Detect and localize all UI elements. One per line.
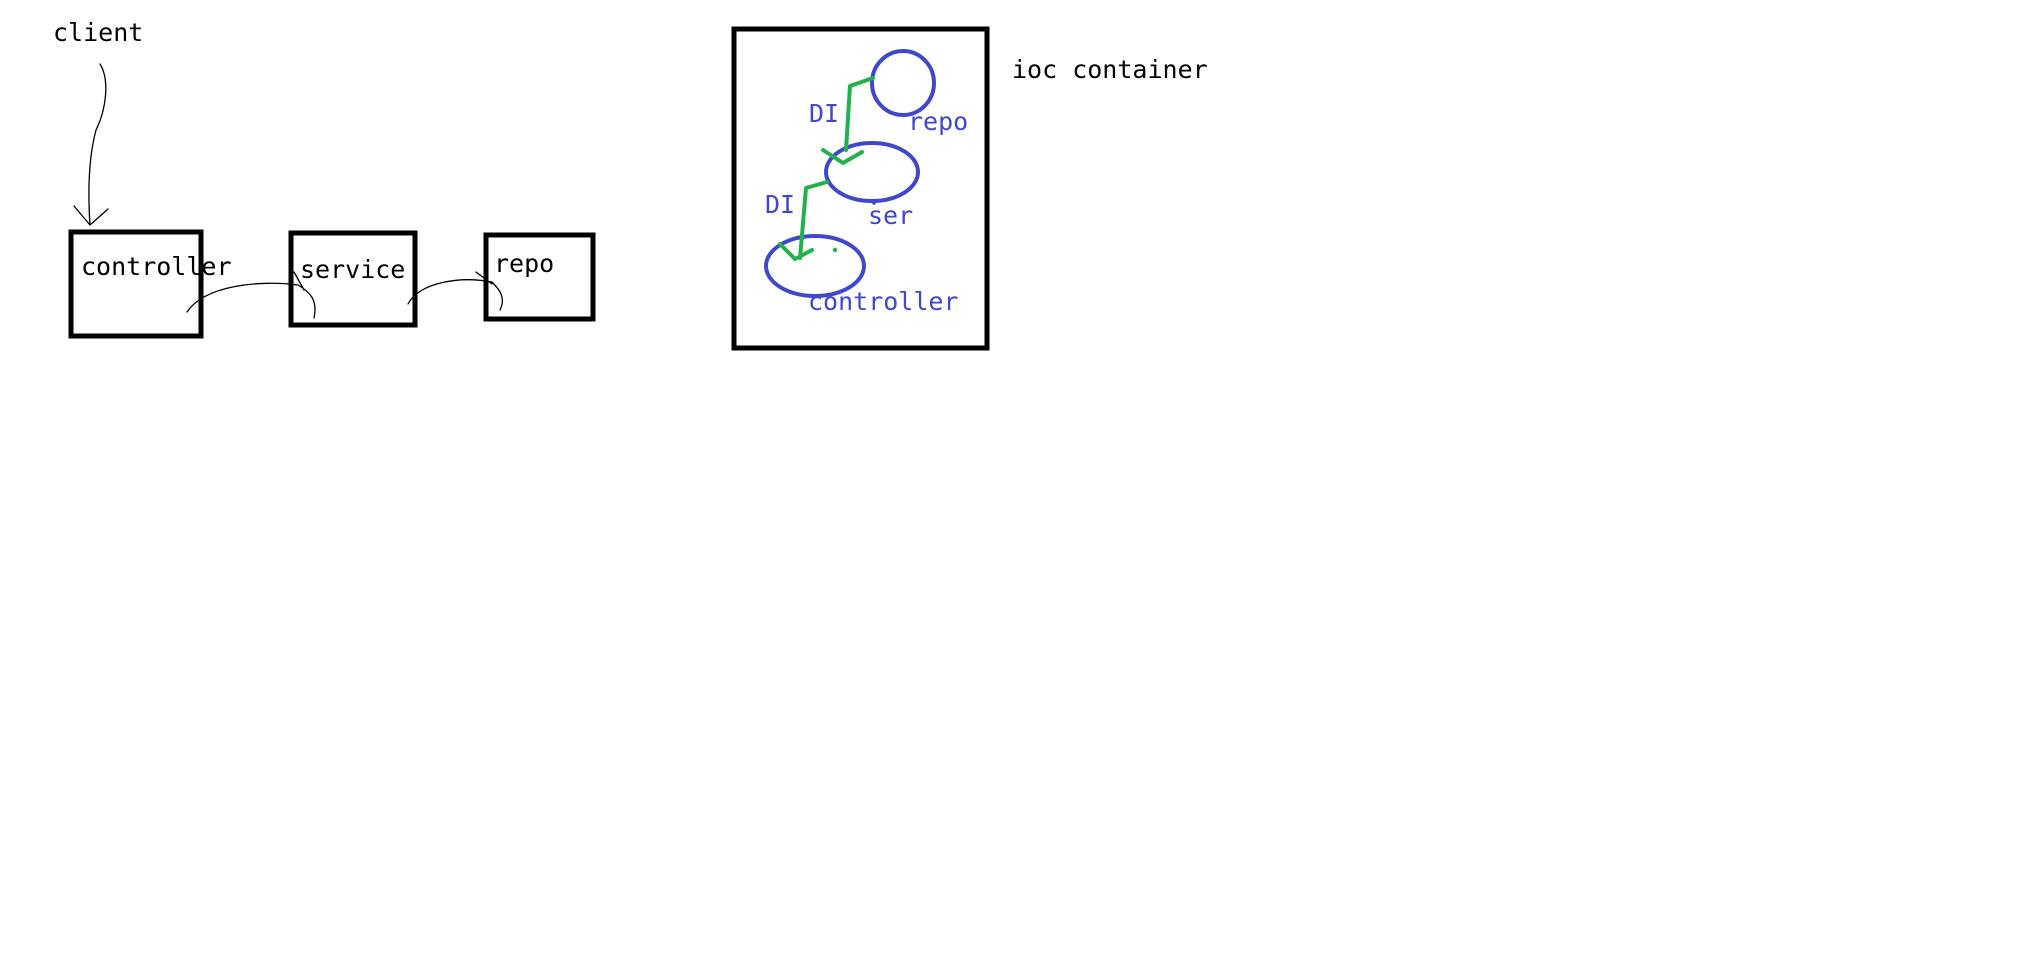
controller-to-service-arrow [186,271,316,319]
di-arrow-repo-to-ser [821,76,875,165]
controller-bean [764,234,866,298]
repo-bean-label: repo [908,107,968,136]
di-label-bottom: DI [765,190,795,219]
ioc-container-title: ioc container [1012,55,1208,84]
service-box [288,230,418,328]
repo-box [483,232,596,322]
di-label-top: DI [809,99,839,128]
di-arrow-ser-to-controller [778,180,829,261]
ioc-container: ioc container repo ser controller DI DI [731,26,1208,351]
stray-dot [832,247,838,253]
service-box-label: service [300,255,405,284]
client-to-controller-arrow [73,63,109,226]
ser-bean [824,141,920,203]
repo-bean [870,49,936,117]
ioc-container-box [731,26,990,351]
repo-box-label: repo [494,249,554,278]
controller-box-label: controller [81,252,232,281]
controller-box [68,229,204,339]
controller-bean-label: controller [808,287,959,316]
stray-dot [872,201,876,205]
service-to-repo-arrow [407,271,504,311]
client-label: client [53,18,143,47]
ser-bean-label: ser [868,201,913,230]
request-flow: client controller service repo [53,18,596,339]
